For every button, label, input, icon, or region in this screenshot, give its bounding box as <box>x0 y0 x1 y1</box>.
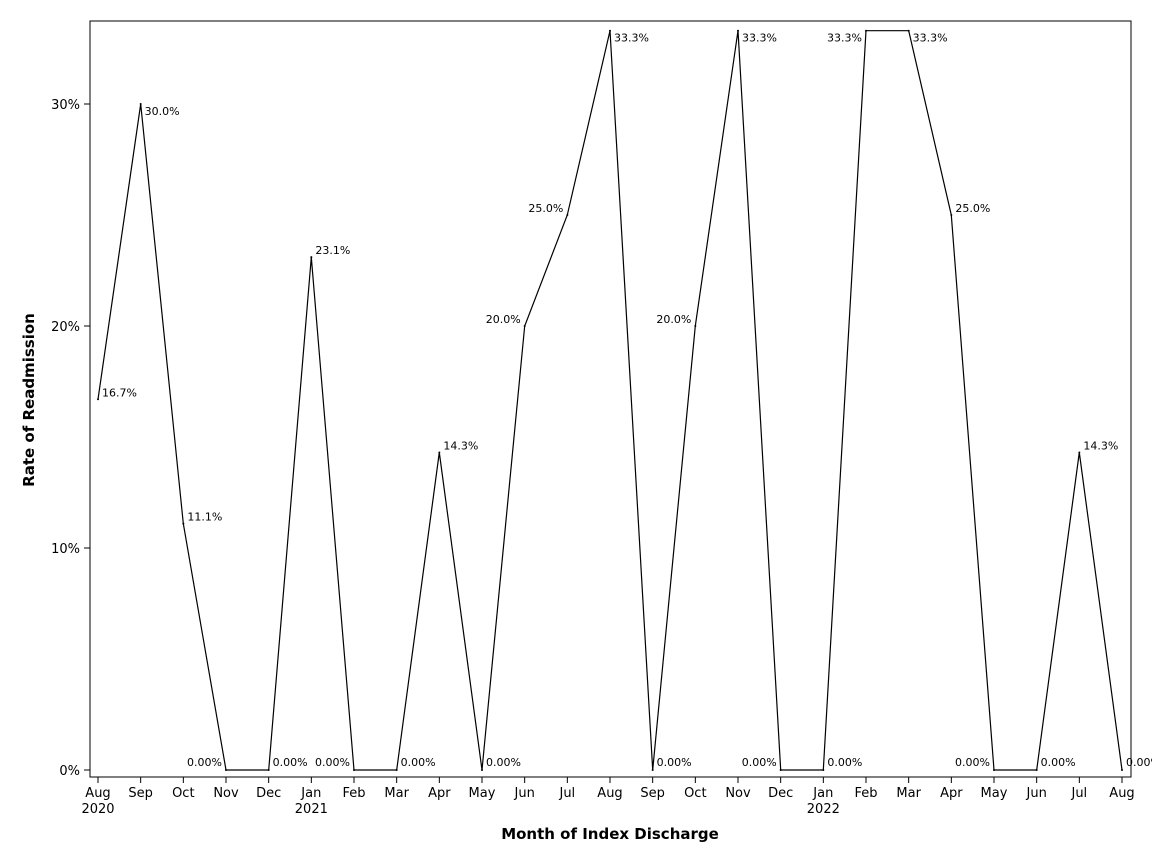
data-labels: 16.7% 30.0% 11.1% 0.00% 0.00% 23.1% 0.00% 0.00%… <box>102 32 1152 769</box>
data-point <box>865 29 867 32</box>
y-axis: 0% 10% 20% 30% <box>51 98 90 779</box>
x-tick-label: Apr <box>940 786 963 801</box>
data-label: 33.3% <box>913 32 948 45</box>
x-tick-label: Aug <box>597 786 622 801</box>
data-point <box>651 769 654 771</box>
x-axis-title: Month of Index Discharge <box>501 825 719 843</box>
x-tick-label: Jul <box>558 786 575 801</box>
data-point <box>779 769 782 771</box>
series-group <box>97 29 1123 771</box>
data-point <box>609 29 611 32</box>
x-tick-year-label: 2021 <box>295 802 328 817</box>
data-point <box>182 522 185 525</box>
data-label: 16.7% <box>102 386 137 399</box>
data-point <box>1121 769 1123 771</box>
y-tick-label: 0% <box>59 764 80 779</box>
data-point <box>481 769 483 771</box>
x-tick-label: May <box>981 786 1008 801</box>
x-tick-label: Oct <box>684 786 706 801</box>
data-label: 0.00% <box>1126 756 1152 769</box>
x-tick-label: Jan <box>812 786 833 801</box>
data-point <box>225 769 227 771</box>
data-point <box>737 29 739 32</box>
x-tick-label: Feb <box>854 786 877 801</box>
x-tick-label: Jul <box>1070 786 1087 801</box>
data-point <box>822 769 825 771</box>
data-point <box>950 214 953 216</box>
data-point <box>139 103 142 105</box>
data-label: 25.0% <box>955 202 990 215</box>
data-label: 0.00% <box>1041 756 1076 769</box>
data-label: 0.00% <box>742 756 777 769</box>
x-tick-label: Jun <box>1026 786 1047 801</box>
x-tick-label: Mar <box>896 786 921 801</box>
data-label: 0.00% <box>657 756 692 769</box>
data-label: 0.00% <box>486 756 521 769</box>
data-label: 25.0% <box>528 202 563 215</box>
x-tick-label: May <box>469 786 496 801</box>
x-tick-label: Aug <box>85 786 110 801</box>
data-label: 30.0% <box>145 105 180 118</box>
data-point <box>267 769 270 771</box>
x-tick-label: Oct <box>172 786 194 801</box>
x-tick-label: Jan <box>300 786 321 801</box>
data-label: 33.3% <box>614 32 649 45</box>
data-label: 14.3% <box>443 440 478 453</box>
data-point <box>993 769 995 771</box>
x-tick-label: Dec <box>768 786 793 801</box>
series-line <box>97 30 1123 771</box>
x-tick-year-label: 2022 <box>807 802 840 817</box>
x-tick-label: Aug <box>1109 786 1134 801</box>
plot-frame <box>89 20 1132 778</box>
x-tick-year-label: 2020 <box>81 802 114 817</box>
data-point <box>310 256 313 259</box>
x-tick-label: Apr <box>428 786 451 801</box>
data-point <box>438 451 441 454</box>
data-point <box>395 769 398 771</box>
x-tick-label: Dec <box>256 786 281 801</box>
data-label: 0.00% <box>187 756 222 769</box>
data-point <box>97 398 99 401</box>
x-tick-label: Sep <box>640 786 665 801</box>
data-label: 0.00% <box>827 756 862 769</box>
data-label: 20.0% <box>486 313 521 326</box>
data-label: 0.00% <box>401 756 436 769</box>
data-label: 20.0% <box>656 313 691 326</box>
x-tick-label: Nov <box>725 786 751 801</box>
data-label: 11.1% <box>187 511 222 524</box>
x-tick-label: Nov <box>213 786 239 801</box>
data-label: 0.00% <box>315 756 350 769</box>
data-label: 33.3% <box>827 32 862 45</box>
data-point <box>1035 769 1038 771</box>
x-tick-label: Mar <box>384 786 409 801</box>
data-point <box>353 769 355 771</box>
data-point <box>694 325 697 327</box>
y-tick-label: 20% <box>51 320 80 335</box>
data-label: 0.00% <box>955 756 990 769</box>
y-axis-title: Rate of Readmission <box>20 313 38 487</box>
data-label: 23.1% <box>315 244 350 257</box>
x-tick-label: Jun <box>514 786 535 801</box>
data-point <box>523 325 526 327</box>
data-label: 14.3% <box>1083 440 1118 453</box>
x-tick-label: Sep <box>128 786 153 801</box>
data-point <box>907 29 910 32</box>
data-point <box>566 214 569 216</box>
data-point <box>1078 451 1081 454</box>
data-label: 0.00% <box>273 756 308 769</box>
x-tick-label: Feb <box>342 786 365 801</box>
y-tick-label: 30% <box>51 98 80 113</box>
data-label: 33.3% <box>742 32 777 45</box>
y-tick-label: 10% <box>51 542 80 557</box>
